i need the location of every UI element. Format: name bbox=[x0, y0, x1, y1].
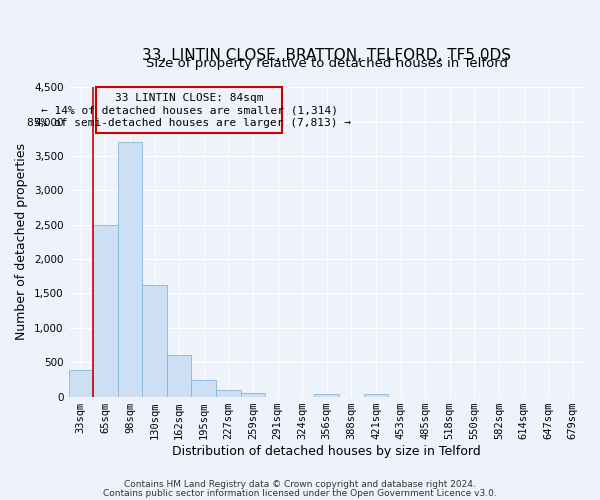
Text: 85% of semi-detached houses are larger (7,813) →: 85% of semi-detached houses are larger (… bbox=[27, 118, 351, 128]
Bar bbox=[364, 394, 388, 396]
Bar bbox=[191, 380, 216, 396]
Text: Contains HM Land Registry data © Crown copyright and database right 2024.: Contains HM Land Registry data © Crown c… bbox=[124, 480, 476, 489]
Text: ← 14% of detached houses are smaller (1,314): ← 14% of detached houses are smaller (1,… bbox=[41, 106, 338, 116]
Text: Contains public sector information licensed under the Open Government Licence v3: Contains public sector information licen… bbox=[103, 489, 497, 498]
X-axis label: Distribution of detached houses by size in Telford: Distribution of detached houses by size … bbox=[172, 444, 481, 458]
Y-axis label: Number of detached properties: Number of detached properties bbox=[16, 144, 28, 340]
Bar bbox=[93, 224, 118, 396]
Text: Size of property relative to detached houses in Telford: Size of property relative to detached ho… bbox=[146, 58, 508, 70]
FancyBboxPatch shape bbox=[95, 88, 283, 134]
Bar bbox=[142, 285, 167, 397]
Bar bbox=[167, 356, 191, 397]
Bar bbox=[216, 390, 241, 396]
Bar bbox=[241, 393, 265, 396]
Bar bbox=[118, 142, 142, 396]
Bar bbox=[314, 394, 339, 396]
Bar bbox=[68, 370, 93, 396]
Title: 33, LINTIN CLOSE, BRATTON, TELFORD, TF5 0DS: 33, LINTIN CLOSE, BRATTON, TELFORD, TF5 … bbox=[142, 48, 511, 62]
Text: 33 LINTIN CLOSE: 84sqm: 33 LINTIN CLOSE: 84sqm bbox=[115, 94, 263, 104]
